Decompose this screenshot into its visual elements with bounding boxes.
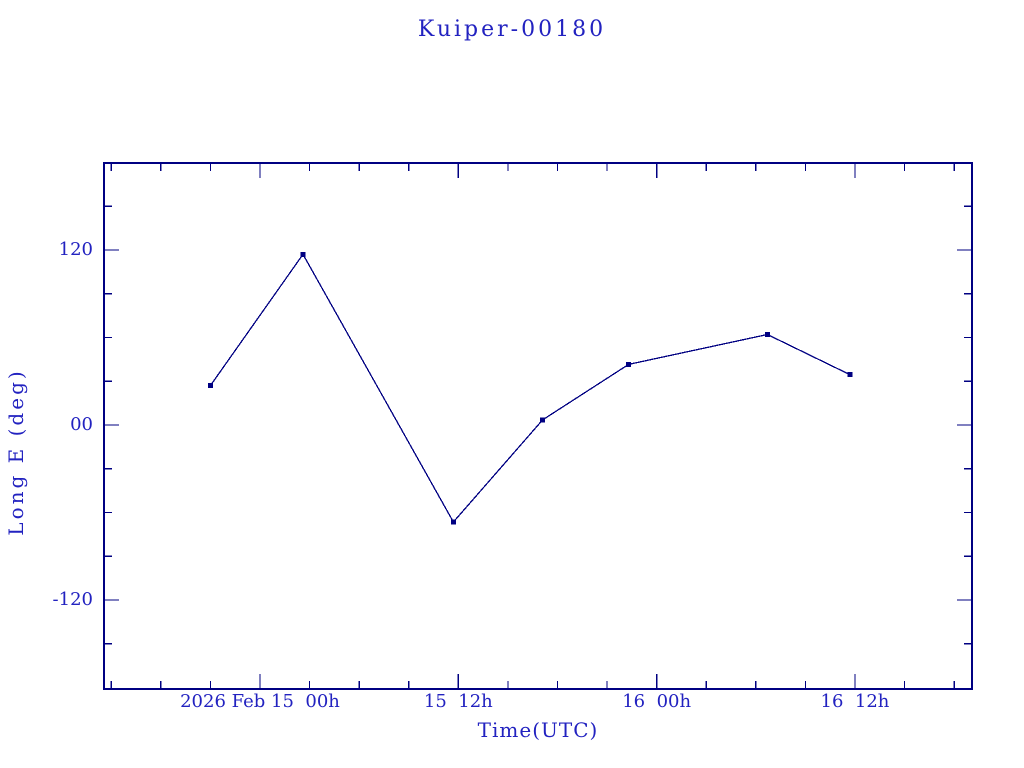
x-axis-title: Time(UTC) [477, 718, 599, 742]
plot-area [103, 162, 973, 690]
y-tick-label: 120 [58, 238, 93, 260]
y-axis-title: Long E (deg) [4, 368, 28, 536]
data-point-marker [300, 251, 306, 257]
y-tick-label: -120 [52, 589, 93, 610]
data-point-marker [540, 417, 546, 423]
data-point-marker [450, 519, 456, 525]
data-point-marker [626, 361, 632, 367]
x-tick-label: 15 12h [423, 691, 493, 712]
data-point-marker [847, 372, 853, 378]
x-tick-label: 16 00h [622, 691, 692, 712]
data-point-marker [207, 383, 213, 389]
x-tick-label: 16 12h [820, 691, 890, 712]
x-tick-label: 2026 Feb 15 00h [180, 691, 340, 712]
chart-title: Kuiper-00180 [417, 17, 607, 42]
data-line [209, 253, 851, 524]
data-point-marker [764, 332, 770, 337]
axis-frame [103, 162, 973, 690]
y-tick-label: 00 [70, 413, 93, 435]
